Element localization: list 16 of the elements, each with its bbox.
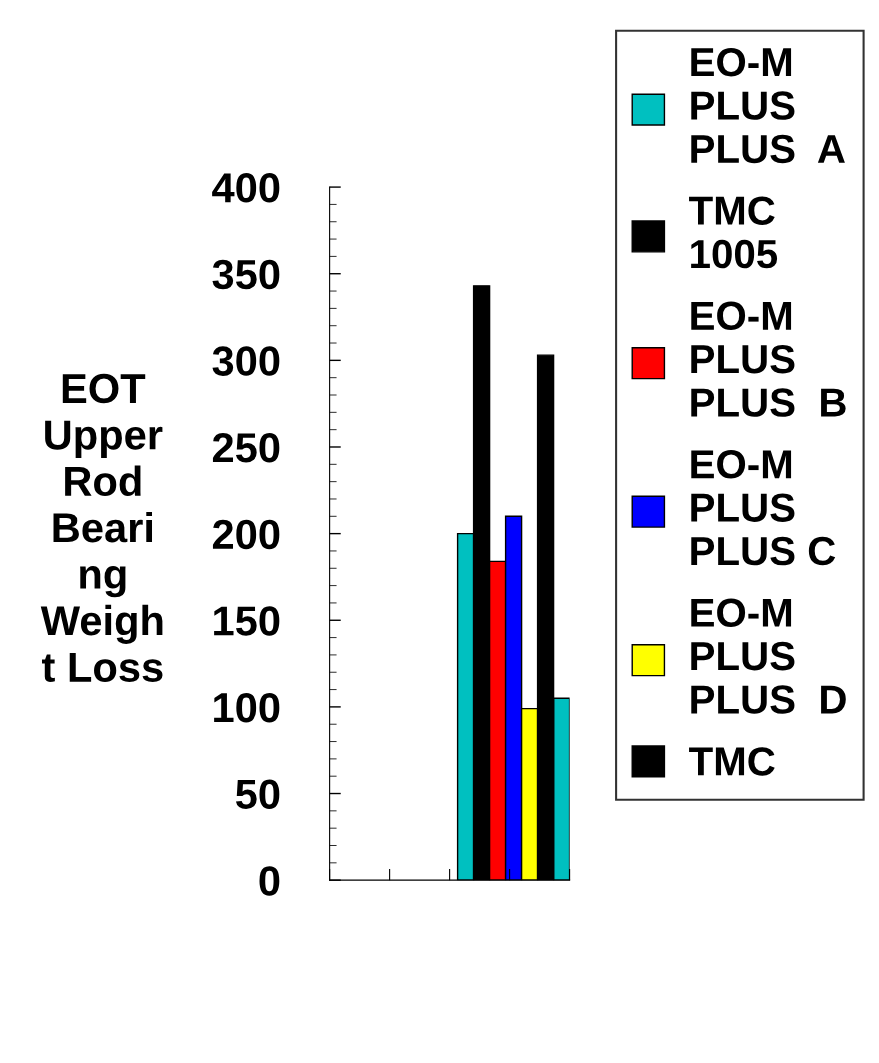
y-tick-label: 350 (212, 259, 280, 290)
legend-label: EO-M PLUS PLUS C (691, 450, 836, 566)
y-tick-label: 0 (259, 866, 280, 896)
legend-label: TMC 1005 (689, 196, 778, 269)
y-tick-label: 400 (212, 173, 280, 203)
legend-label: EO-M PLUS PLUS D (691, 598, 846, 714)
y-tick-label: 200 (212, 519, 280, 550)
y-tick-label: 250 (212, 432, 280, 463)
y-tick-label: 150 (214, 606, 280, 636)
y-tick-label: 300 (212, 346, 280, 376)
legend-label: EO-M PLUS PLUS B (691, 301, 846, 417)
y-tick-label: 100 (214, 692, 280, 723)
y-axis-title: EOT Upper Rod Beari ng Weigh t Loss (40, 373, 163, 683)
legend-label: TMC (689, 747, 775, 776)
legend-label: EO-M PLUS PLUS A (691, 47, 845, 164)
y-tick-label: 50 (235, 779, 280, 810)
